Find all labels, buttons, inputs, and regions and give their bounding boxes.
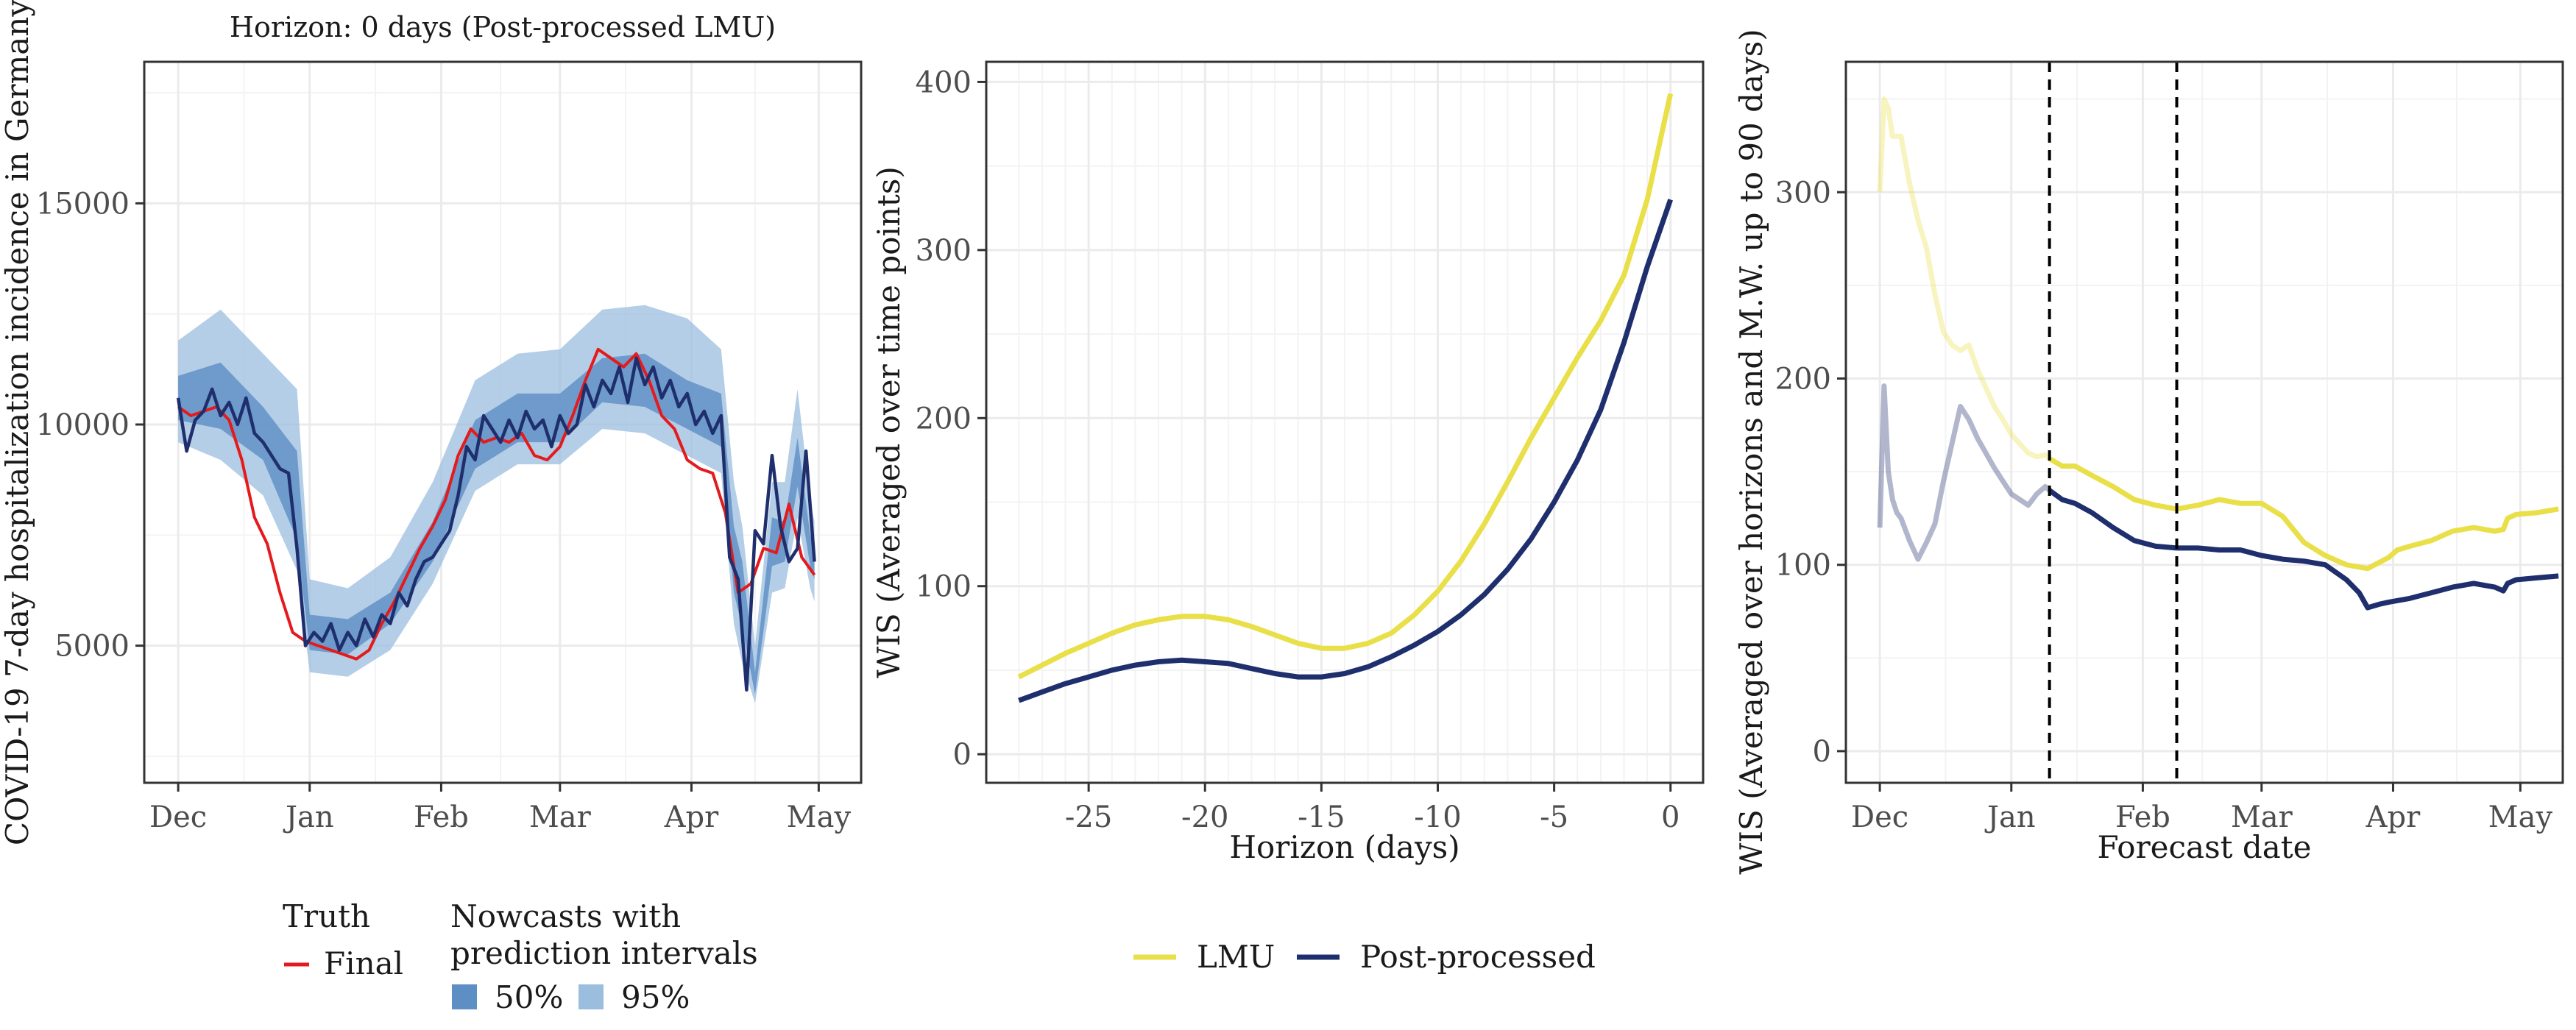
series-lmu-line bbox=[1017, 93, 1674, 680]
series-nowcast-line bbox=[176, 356, 816, 692]
y-tick-label: 400 bbox=[916, 65, 972, 99]
x-tick-label: Apr bbox=[664, 800, 719, 834]
plot-frame bbox=[143, 60, 863, 784]
y-tick-label: 5000 bbox=[54, 630, 130, 664]
y-tick-label: 300 bbox=[1775, 176, 1831, 210]
y-axis-title: COVID-19 7-day hospitalization incidence… bbox=[0, 0, 35, 845]
band-50 bbox=[178, 353, 815, 695]
y-tick-label: 0 bbox=[1813, 735, 1831, 769]
series-post-processed-line bbox=[2048, 488, 2559, 611]
x-tick-label: Apr bbox=[2366, 800, 2421, 834]
x-axis-title: Horizon (days) bbox=[1229, 829, 1459, 865]
x-tick-label: May bbox=[787, 800, 852, 834]
x-tick-label: May bbox=[2488, 800, 2553, 834]
legend-nowcast-title-line2: prediction intervals bbox=[450, 935, 758, 971]
series-lmu-line-faded bbox=[1877, 96, 2051, 461]
series-post-processed-line bbox=[1018, 199, 1674, 703]
x-tick-label: Feb bbox=[414, 800, 469, 834]
legend-label-lmu: LMU bbox=[1197, 939, 1275, 975]
panel-wis-horizon: -25 -20 -15 -10 -5 0 0 100 200 300 400 Horizon (day… bbox=[871, 60, 1705, 865]
y-tick-label: 10000 bbox=[36, 408, 130, 442]
legend-truth-title: Truth bbox=[283, 898, 370, 934]
y-tick-label: 200 bbox=[1775, 362, 1831, 396]
y-tick-label: 100 bbox=[916, 570, 972, 604]
legend-nowcast-title-line1: Nowcasts with bbox=[450, 898, 681, 934]
x-tick-label: Dec bbox=[1851, 800, 1908, 834]
y-tick-label: 0 bbox=[953, 738, 972, 772]
x-tick-label: Mar bbox=[529, 800, 592, 834]
x-tick-label: -15 bbox=[1298, 800, 1345, 834]
plot-frame bbox=[985, 60, 1705, 784]
x-tick-label: 0 bbox=[1661, 800, 1680, 834]
x-tick-label: -25 bbox=[1065, 800, 1112, 834]
y-tick-label: 200 bbox=[916, 402, 972, 436]
x-tick-label: Jan bbox=[283, 800, 334, 834]
legend-key-band50 bbox=[452, 984, 477, 1009]
legend-label-final: Final bbox=[324, 945, 403, 981]
x-axis-title: Forecast date bbox=[2097, 829, 2311, 865]
y-axis-title: WIS (Averaged over time points) bbox=[871, 166, 907, 678]
y-tick-label: 100 bbox=[1775, 549, 1831, 583]
panel-wis-forecast-date: Dec Jan Feb Mar Apr May 0 100 200 300 Forecast dat… bbox=[1733, 29, 2564, 875]
x-tick-label: -20 bbox=[1181, 800, 1228, 834]
y-tick-label: 300 bbox=[916, 234, 972, 268]
x-tick-label: Mar bbox=[2231, 800, 2293, 834]
y-tick-label: 15000 bbox=[36, 187, 130, 221]
legend-label-post-processed: Post-processed bbox=[1360, 939, 1596, 975]
plot-frame bbox=[1844, 60, 2564, 784]
legend-label-band95: 95% bbox=[621, 979, 690, 1015]
legend-nowcast: Truth Final Nowcasts with prediction int… bbox=[283, 898, 758, 1015]
panel-nowcast: Dec Jan Feb Mar Apr May 5000 10000 15000 Horizon:… bbox=[0, 0, 863, 845]
y-axis-title: WIS (Averaged over horizons and M.W. up … bbox=[1733, 29, 1769, 874]
series-lmu-line bbox=[2048, 456, 2559, 572]
series-post-processed-line-faded bbox=[1877, 383, 2051, 562]
legend-label-band50: 50% bbox=[495, 979, 563, 1015]
x-tick-label: Jan bbox=[1984, 800, 2036, 834]
x-tick-label: -10 bbox=[1414, 800, 1461, 834]
x-tick-label: Feb bbox=[2115, 800, 2170, 834]
x-tick-label: -5 bbox=[1540, 800, 1568, 834]
panel-title: Horizon: 0 days (Post-processed LMU) bbox=[230, 11, 776, 43]
legend-wis: LMU Post-processed bbox=[1133, 939, 1596, 975]
x-tick-label: Dec bbox=[149, 800, 207, 834]
legend-key-band95 bbox=[578, 984, 604, 1009]
band-95 bbox=[178, 305, 815, 703]
